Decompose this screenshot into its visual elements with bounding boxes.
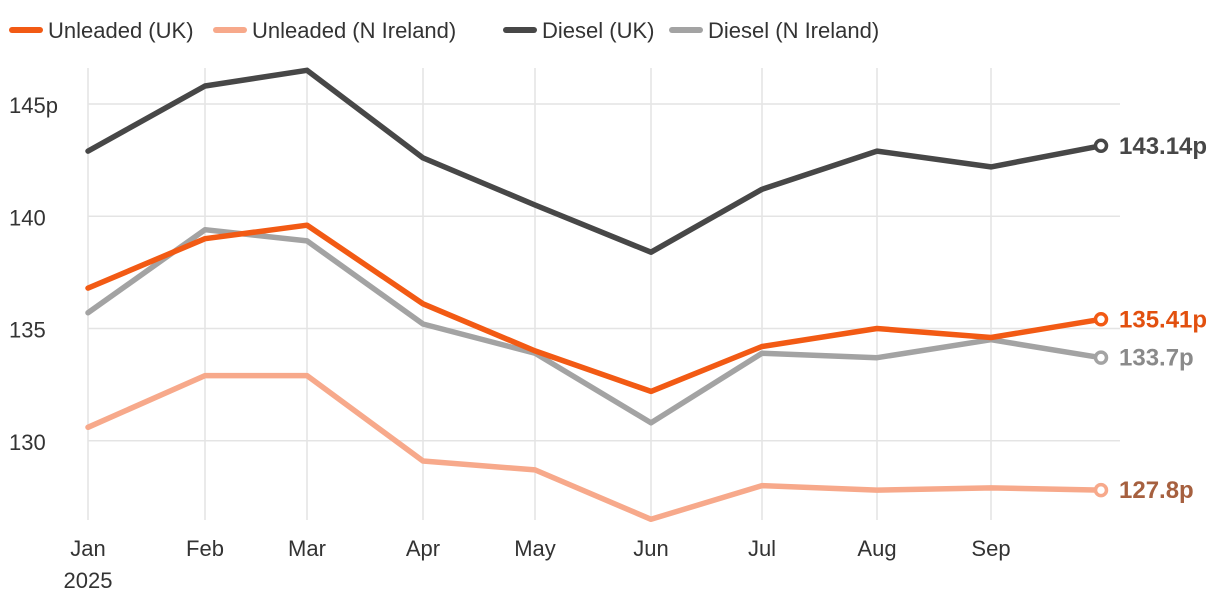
series-line-diesel-n-ireland [85,226,1104,426]
end-marker-unleaded-uk [1093,312,1109,327]
x-tick-label-aug: Aug [857,536,896,561]
legend-label-unleaded-n-ireland: Unleaded (N Ireland) [252,18,456,43]
x-tick-label-feb: Feb [186,536,224,561]
x-tick-label-jul: Jul [748,536,776,561]
end-label-diesel-n-ireland: 133.7p [1119,345,1194,372]
end-label-unleaded-uk: 135.41p [1119,306,1207,333]
legend-label-unleaded-uk: Unleaded (UK) [48,18,194,43]
x-tick-label-jun: Jun [633,536,668,561]
y-tick-label-130: 130 [9,430,46,455]
end-label-diesel-uk: 143.14p [1119,133,1207,160]
x-year-label: 2025 [64,568,113,593]
end-labels: 135.41p 127.8p 143.14p 133.7p [1119,133,1207,504]
y-tick-label-145: 145p [9,93,58,118]
series-line-diesel-uk [85,67,1104,255]
x-tick-label-mar: Mar [288,536,326,561]
x-tick-label-jan: Jan [70,536,105,561]
end-marker-unleaded-n-ireland [1093,482,1109,498]
end-markers [1093,138,1109,498]
legend-label-diesel-uk: Diesel (UK) [542,18,654,43]
series-lines [85,67,1104,523]
y-axis: 130 135 140 145p [9,93,58,455]
x-tick-label-apr: Apr [406,536,440,561]
end-marker-diesel-n-ireland [1093,350,1109,365]
x-axis: Jan Feb Mar Apr May Jun Jul Aug Sep 2025 [64,536,1011,593]
series-line-unleaded-uk [85,222,1104,395]
y-tick-label-135: 135 [9,318,46,343]
series-line-unleaded-n-ireland [85,372,1104,523]
end-marker-diesel-uk [1093,138,1109,154]
legend: Unleaded (UK) Unleaded (N Ireland) Diesel … [9,18,879,43]
y-tick-label-140: 140 [9,205,46,230]
x-tick-label-sep: Sep [971,536,1010,561]
legend-label-diesel-n-ireland: Diesel (N Ireland) [708,18,879,43]
x-tick-label-may: May [514,536,556,561]
gridlines [87,68,1120,520]
end-label-unleaded-n-ireland: 127.8p [1119,477,1194,504]
